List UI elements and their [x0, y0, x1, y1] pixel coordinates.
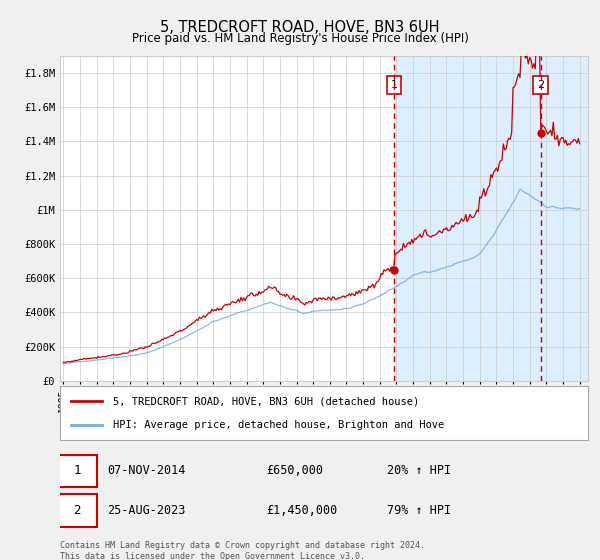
Text: Price paid vs. HM Land Registry's House Price Index (HPI): Price paid vs. HM Land Registry's House …	[131, 32, 469, 45]
Text: HPI: Average price, detached house, Brighton and Hove: HPI: Average price, detached house, Brig…	[113, 419, 444, 430]
FancyBboxPatch shape	[58, 494, 97, 526]
Text: 1: 1	[73, 464, 80, 478]
Text: 25-AUG-2023: 25-AUG-2023	[107, 503, 186, 517]
Text: £1,450,000: £1,450,000	[266, 503, 337, 517]
Text: This data is licensed under the Open Government Licence v3.0.: This data is licensed under the Open Gov…	[60, 552, 365, 560]
Text: Contains HM Land Registry data © Crown copyright and database right 2024.: Contains HM Land Registry data © Crown c…	[60, 541, 425, 550]
Text: 79% ↑ HPI: 79% ↑ HPI	[388, 503, 451, 517]
Text: 2: 2	[537, 80, 544, 90]
Text: 20% ↑ HPI: 20% ↑ HPI	[388, 464, 451, 478]
FancyBboxPatch shape	[58, 455, 97, 487]
Bar	[394, 56, 600, 381]
Text: £650,000: £650,000	[266, 464, 323, 478]
Text: 2: 2	[73, 503, 80, 517]
Text: 5, TREDCROFT ROAD, HOVE, BN3 6UH: 5, TREDCROFT ROAD, HOVE, BN3 6UH	[160, 20, 440, 35]
Text: 07-NOV-2014: 07-NOV-2014	[107, 464, 186, 478]
Text: 1: 1	[391, 80, 397, 90]
Text: 5, TREDCROFT ROAD, HOVE, BN3 6UH (detached house): 5, TREDCROFT ROAD, HOVE, BN3 6UH (detach…	[113, 396, 419, 407]
